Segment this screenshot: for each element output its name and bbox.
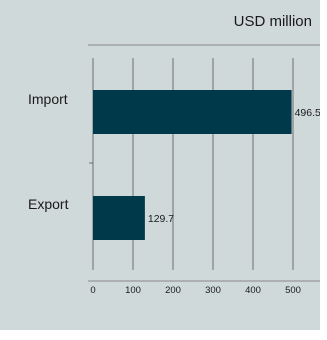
x-tick-label: 0 (90, 285, 95, 296)
chart-panel: USD million 0 100 200 300 400 500 496.5 Import 1… (0, 0, 320, 330)
data-label-import: 496.5 (295, 107, 320, 119)
category-label-import: Import (28, 91, 68, 107)
data-label-export: 129.7 (148, 213, 174, 225)
x-tick-label: 400 (245, 285, 261, 296)
x-tick-label: 300 (205, 285, 221, 296)
category-label-export: Export (28, 196, 69, 212)
x-tick-label: 200 (165, 285, 181, 296)
unit-label: USD million (233, 13, 312, 30)
bar-export (93, 196, 145, 240)
x-tick-label: 500 (285, 285, 301, 296)
x-tick-label: 100 (125, 285, 141, 296)
bar-chart: 0 100 200 300 400 500 496.5 Import 129.7 Export (28, 44, 320, 296)
bar-import (93, 90, 292, 134)
